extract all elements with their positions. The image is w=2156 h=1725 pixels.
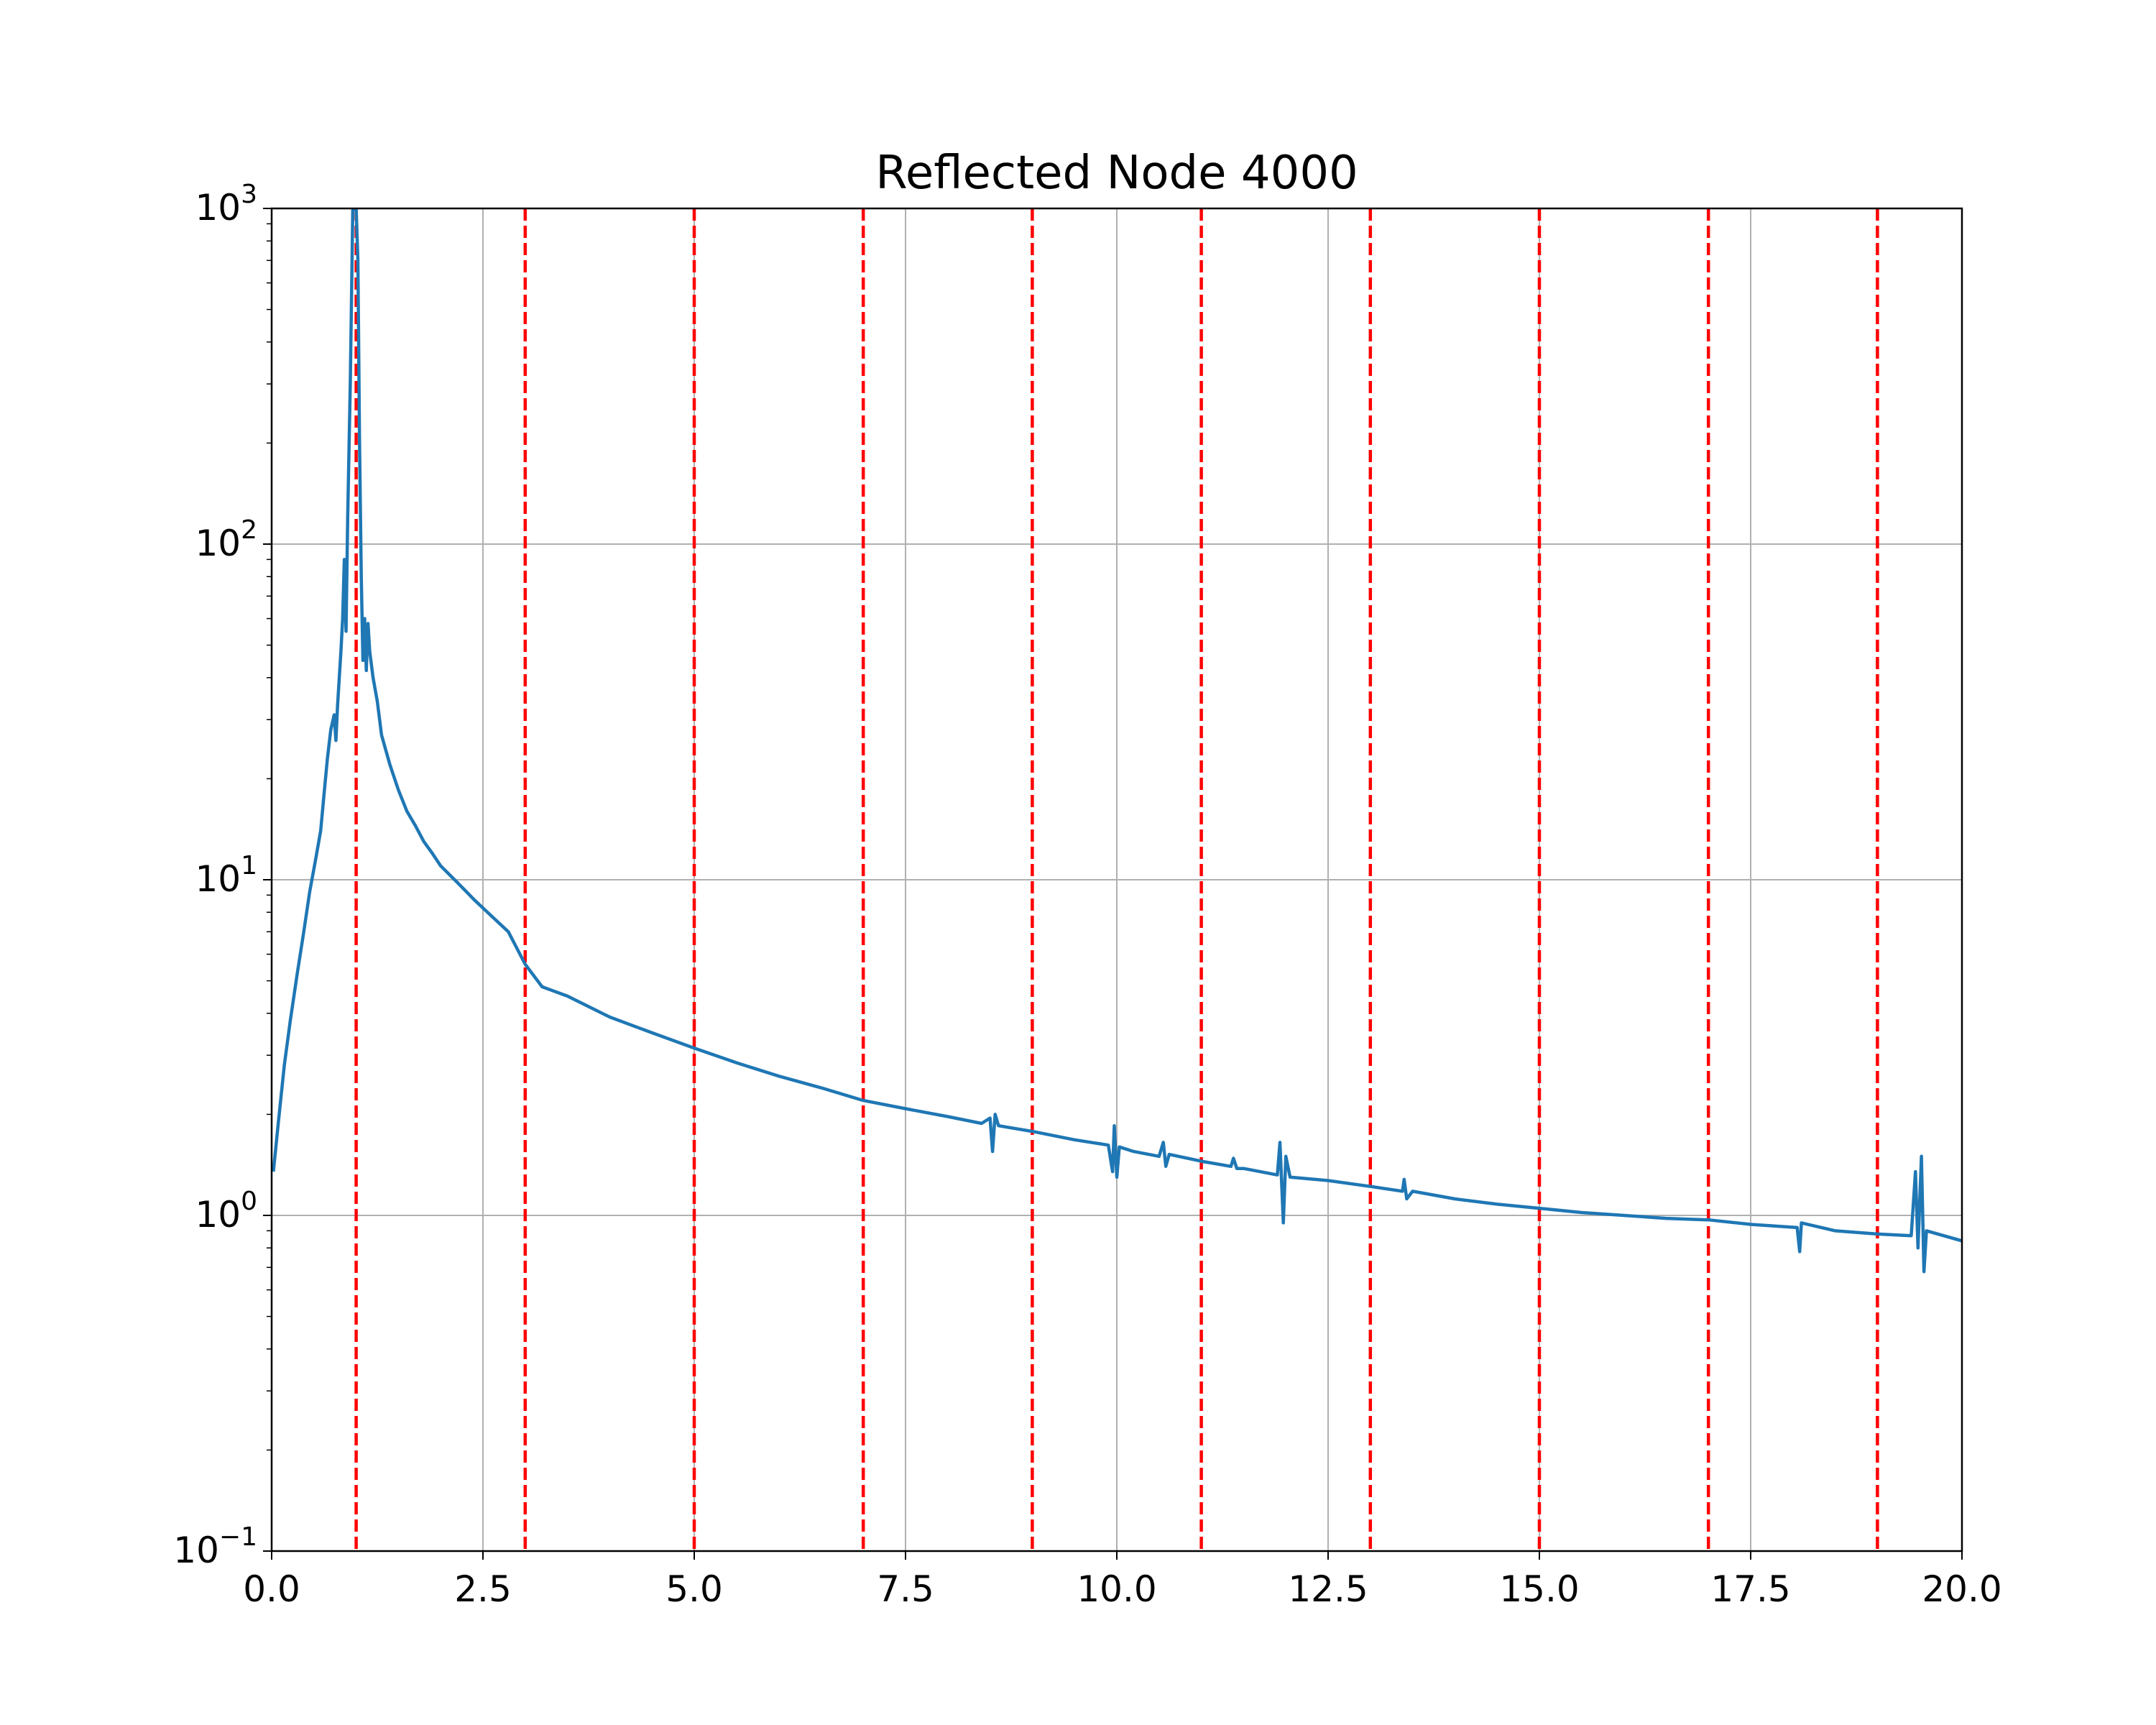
x-tick-label: 17.5	[1710, 1568, 1790, 1610]
chart-title: Reflected Node 4000	[875, 147, 1358, 200]
y-axis: 10−1 100 101 102 103	[173, 180, 272, 1571]
x-tick-label: 10.0	[1077, 1568, 1156, 1610]
x-tick-label: 7.5	[877, 1568, 934, 1610]
series-layer	[272, 208, 1962, 1274]
series-line	[272, 208, 1962, 1274]
x-tick-label: 0.0	[243, 1568, 300, 1610]
y-tick-label: 102	[195, 515, 257, 564]
y-tick-label: 103	[195, 180, 257, 229]
x-tick-label: 5.0	[665, 1568, 723, 1610]
x-tick-label: 12.5	[1288, 1568, 1368, 1610]
x-axis: 0.0 2.5 5.0 7.5 10.0 12.5 15.0 17.5 20.0	[243, 1551, 2002, 1610]
y-tick-label: 100	[195, 1187, 257, 1236]
x-tick-label: 15.0	[1499, 1568, 1579, 1610]
x-tick-label: 20.0	[1922, 1568, 2001, 1610]
y-tick-label: 101	[195, 851, 257, 900]
y-tick-label: 10−1	[173, 1522, 257, 1571]
x-tick-label: 2.5	[454, 1568, 512, 1610]
